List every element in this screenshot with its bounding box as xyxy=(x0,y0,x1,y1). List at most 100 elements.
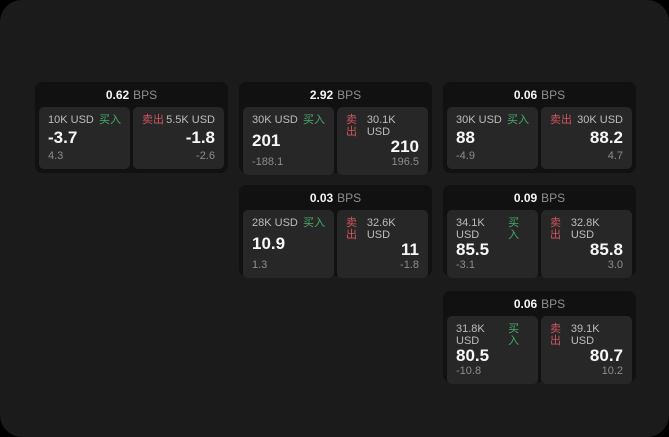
bps-header: 2.92 BPS xyxy=(239,82,432,107)
sell-delta: 4.7 xyxy=(607,149,623,162)
bps-header: 0.09 BPS xyxy=(443,185,636,210)
quote-card: 0.06 BPS 30K USD 买入 88 -4.9 卖出 30K USD 8… xyxy=(443,82,636,173)
sell-panel[interactable]: 卖出 30.1K USD 210 196.5 xyxy=(337,107,428,176)
buy-label: 买入 xyxy=(508,323,520,348)
buy-delta: -10.8 xyxy=(456,365,482,378)
bps-unit-label: BPS xyxy=(541,296,566,311)
bps-unit-label: BPS xyxy=(133,87,158,102)
sell-price: 210 xyxy=(390,137,419,157)
card-body: 34.1K USD 买入 85.5 -3.1 卖出 32.8K USD 85.8… xyxy=(443,210,636,282)
buy-price: 10.9 xyxy=(252,234,286,254)
buy-label: 买入 xyxy=(99,114,121,126)
buy-price: 88 xyxy=(456,128,475,148)
card-body: 28K USD 买入 10.9 1.3 卖出 32.6K USD 11 -1.8 xyxy=(239,210,432,282)
quote-card: 0.03 BPS 28K USD 买入 10.9 1.3 卖出 32.6K US… xyxy=(239,185,432,279)
buy-panel-top: 30K USD 买入 xyxy=(252,114,325,126)
buy-price: 85.5 xyxy=(456,240,490,260)
sell-price: 85.8 xyxy=(589,240,623,260)
sell-price: 88.2 xyxy=(589,128,623,148)
card-body: 10K USD 买入 -3.7 4.3 卖出 5.5K USD -1.8 -2.… xyxy=(35,107,228,173)
buy-delta: 1.3 xyxy=(252,259,268,272)
buy-label: 买入 xyxy=(507,114,529,126)
bps-value: 0.03 xyxy=(309,190,334,205)
sell-label: 卖出 xyxy=(142,114,164,126)
sell-label: 卖出 xyxy=(550,217,561,242)
buy-delta: -188.1 xyxy=(252,156,284,169)
buy-panel-top: 31.8K USD 买入 xyxy=(456,323,529,347)
bps-value: 2.92 xyxy=(309,87,334,102)
sell-delta: 3.0 xyxy=(607,259,623,272)
buy-size: 34.1K USD xyxy=(456,217,485,242)
bps-value: 0.62 xyxy=(105,87,130,102)
buy-label: 买入 xyxy=(303,114,325,126)
bps-value: 0.09 xyxy=(513,190,538,205)
sell-panel[interactable]: 卖出 39.1K USD 80.7 10.2 xyxy=(541,316,632,385)
card-body: 30K USD 买入 88 -4.9 卖出 30K USD 88.2 4.7 xyxy=(443,107,636,173)
buy-panel[interactable]: 10K USD 买入 -3.7 4.3 xyxy=(39,107,130,169)
buy-panel[interactable]: 34.1K USD 买入 85.5 -3.1 xyxy=(447,210,538,279)
buy-size: 28K USD xyxy=(252,217,298,229)
bps-unit-label: BPS xyxy=(337,87,362,102)
sell-size: 32.6K USD xyxy=(366,217,396,242)
buy-panel[interactable]: 28K USD 买入 10.9 1.3 xyxy=(243,210,334,279)
sell-delta: 10.2 xyxy=(601,365,623,378)
bps-unit-label: BPS xyxy=(337,190,362,205)
sell-delta: -1.8 xyxy=(400,259,419,272)
bps-value: 0.06 xyxy=(513,296,538,311)
sell-panel-top: 卖出 30.1K USD xyxy=(346,114,419,138)
sell-label: 卖出 xyxy=(550,114,572,126)
sell-price: 11 xyxy=(401,240,419,260)
card-body: 31.8K USD 买入 80.5 -10.8 卖出 39.1K USD 80.… xyxy=(443,316,636,388)
sell-price: 80.7 xyxy=(589,346,623,366)
sell-label: 卖出 xyxy=(346,114,357,139)
sell-price: -1.8 xyxy=(185,128,215,148)
buy-size: 10K USD xyxy=(48,114,94,126)
sell-label: 卖出 xyxy=(550,323,561,348)
sell-panel-top: 卖出 30K USD xyxy=(550,114,623,126)
card-body: 30K USD 买入 201 -188.1 卖出 30.1K USD 210 1… xyxy=(239,107,432,179)
buy-label: 买入 xyxy=(508,217,520,242)
sell-label: 卖出 xyxy=(346,217,357,242)
bps-value: 0.06 xyxy=(513,87,538,102)
bps-header: 0.03 BPS xyxy=(239,185,432,210)
buy-panel[interactable]: 30K USD 买入 88 -4.9 xyxy=(447,107,538,169)
buy-panel-top: 34.1K USD 买入 xyxy=(456,217,529,241)
bps-header: 0.62 BPS xyxy=(35,82,228,107)
sell-panel-top: 卖出 32.8K USD xyxy=(550,217,623,241)
buy-label: 买入 xyxy=(303,217,325,229)
sell-size: 30.1K USD xyxy=(366,114,396,139)
buy-delta: -4.9 xyxy=(456,149,475,162)
sell-size: 5.5K USD xyxy=(166,114,215,126)
sell-panel-top: 卖出 32.6K USD xyxy=(346,217,419,241)
buy-price: 80.5 xyxy=(456,346,490,366)
buy-delta: 4.3 xyxy=(48,149,64,162)
buy-panel-top: 30K USD 买入 xyxy=(456,114,529,126)
quote-card: 0.06 BPS 31.8K USD 买入 80.5 -10.8 卖出 39.1… xyxy=(443,291,636,385)
quote-card: 0.62 BPS 10K USD 买入 -3.7 4.3 卖出 5.5K USD… xyxy=(35,82,228,173)
buy-panel[interactable]: 31.8K USD 买入 80.5 -10.8 xyxy=(447,316,538,385)
sell-size: 39.1K USD xyxy=(570,323,600,348)
sell-panel[interactable]: 卖出 32.6K USD 11 -1.8 xyxy=(337,210,428,279)
buy-size: 30K USD xyxy=(252,114,298,126)
bps-unit-label: BPS xyxy=(541,190,566,205)
sell-size: 32.8K USD xyxy=(570,217,600,242)
buy-size: 30K USD xyxy=(456,114,502,126)
sell-panel[interactable]: 卖出 30K USD 88.2 4.7 xyxy=(541,107,632,169)
bps-unit-label: BPS xyxy=(541,87,566,102)
sell-panel[interactable]: 卖出 32.8K USD 85.8 3.0 xyxy=(541,210,632,279)
sell-size: 30K USD xyxy=(577,114,623,126)
sell-delta: 196.5 xyxy=(391,156,419,169)
sell-panel-top: 卖出 5.5K USD xyxy=(142,114,215,126)
sell-delta: -2.6 xyxy=(196,149,215,162)
buy-panel-top: 10K USD 买入 xyxy=(48,114,121,126)
buy-panel[interactable]: 30K USD 买入 201 -188.1 xyxy=(243,107,334,176)
bps-header: 0.06 BPS xyxy=(443,82,636,107)
buy-panel-top: 28K USD 买入 xyxy=(252,217,325,229)
sell-panel-top: 卖出 39.1K USD xyxy=(550,323,623,347)
sell-panel[interactable]: 卖出 5.5K USD -1.8 -2.6 xyxy=(133,107,224,169)
bps-header: 0.06 BPS xyxy=(443,291,636,316)
quote-card: 2.92 BPS 30K USD 买入 201 -188.1 卖出 30.1K … xyxy=(239,82,432,176)
quote-card: 0.09 BPS 34.1K USD 买入 85.5 -3.1 卖出 32.8K… xyxy=(443,185,636,279)
buy-price: -3.7 xyxy=(48,128,78,148)
